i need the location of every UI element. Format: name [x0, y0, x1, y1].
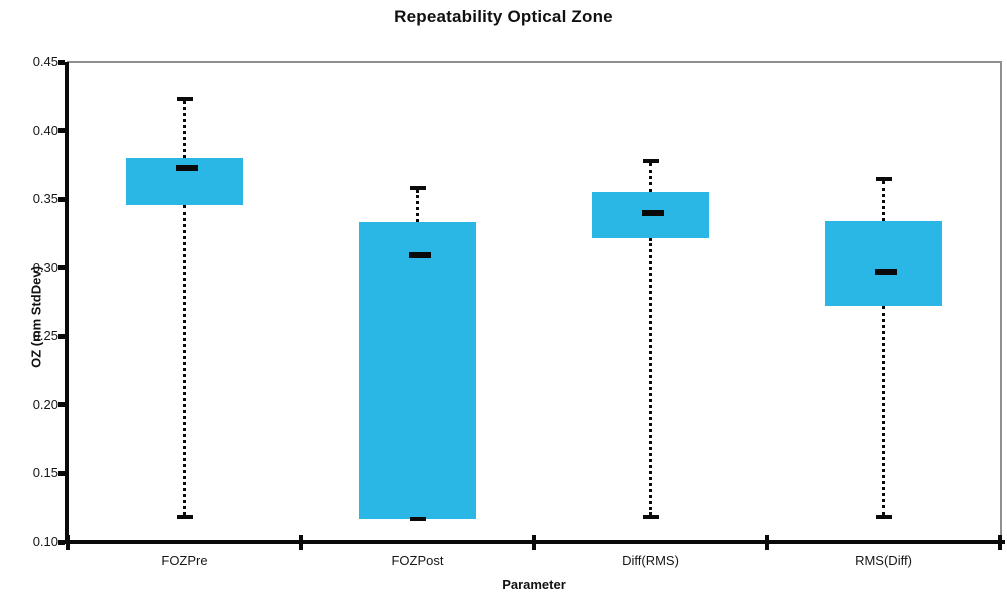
- x-tick-mark: [66, 535, 70, 550]
- plot-border-right: [1000, 61, 1002, 542]
- y-tick-mark: [58, 59, 65, 65]
- x-category-label: RMS(Diff): [855, 553, 912, 568]
- box: [359, 222, 476, 519]
- lower-whisker-cap: [176, 515, 193, 520]
- y-tick-mark: [58, 470, 65, 476]
- y-tick-mark: [58, 539, 65, 545]
- x-tick-mark: [765, 535, 769, 550]
- y-tick-label: 0.15: [32, 465, 58, 481]
- plot-border-top: [67, 61, 1002, 63]
- x-axis-title: Parameter: [502, 577, 566, 592]
- upper-whisker-line: [183, 101, 186, 158]
- lower-whisker-line: [183, 204, 186, 516]
- x-tick-mark: [299, 535, 303, 550]
- median-line: [175, 164, 198, 171]
- y-axis-title: OZ (mm StdDev): [28, 266, 44, 368]
- y-tick-label: 0.10: [32, 534, 58, 549]
- lower-whisker-cap: [409, 516, 426, 521]
- y-tick-label: 0.30: [32, 259, 58, 275]
- x-category-label: FOZPre: [161, 553, 208, 568]
- y-tick-mark: [58, 265, 65, 271]
- y-tick-label: 0.45: [32, 54, 58, 69]
- y-tick-label: 0.20: [32, 396, 58, 412]
- y-tick-mark: [58, 333, 65, 339]
- median-line: [408, 252, 431, 259]
- median-line: [874, 268, 897, 275]
- x-category-label: FOZPost: [391, 553, 444, 568]
- y-tick-mark: [58, 128, 65, 134]
- upper-whisker-cap: [642, 158, 659, 163]
- x-tick-mark: [532, 535, 536, 550]
- x-tick-mark: [998, 535, 1002, 550]
- upper-whisker-cap: [875, 176, 892, 181]
- box: [825, 221, 942, 307]
- lower-whisker-line: [882, 306, 885, 516]
- x-category-label: Diff(RMS): [622, 553, 679, 568]
- y-axis-line: [65, 62, 69, 544]
- upper-whisker-line: [649, 162, 652, 193]
- median-line: [641, 209, 664, 216]
- y-tick-mark: [58, 196, 65, 202]
- y-tick-label: 0.40: [32, 122, 58, 138]
- y-tick-mark: [58, 402, 65, 408]
- upper-whisker-line: [882, 180, 885, 222]
- upper-whisker-cap: [176, 97, 193, 102]
- upper-whisker-line: [416, 190, 419, 223]
- y-tick-label: 0.25: [32, 328, 58, 344]
- lower-whisker-cap: [642, 515, 659, 520]
- lower-whisker-cap: [875, 515, 892, 520]
- lower-whisker-line: [649, 237, 652, 516]
- chart-title: Repeatability Optical Zone: [394, 7, 613, 26]
- upper-whisker-cap: [409, 186, 426, 191]
- y-tick-label: 0.35: [32, 191, 58, 207]
